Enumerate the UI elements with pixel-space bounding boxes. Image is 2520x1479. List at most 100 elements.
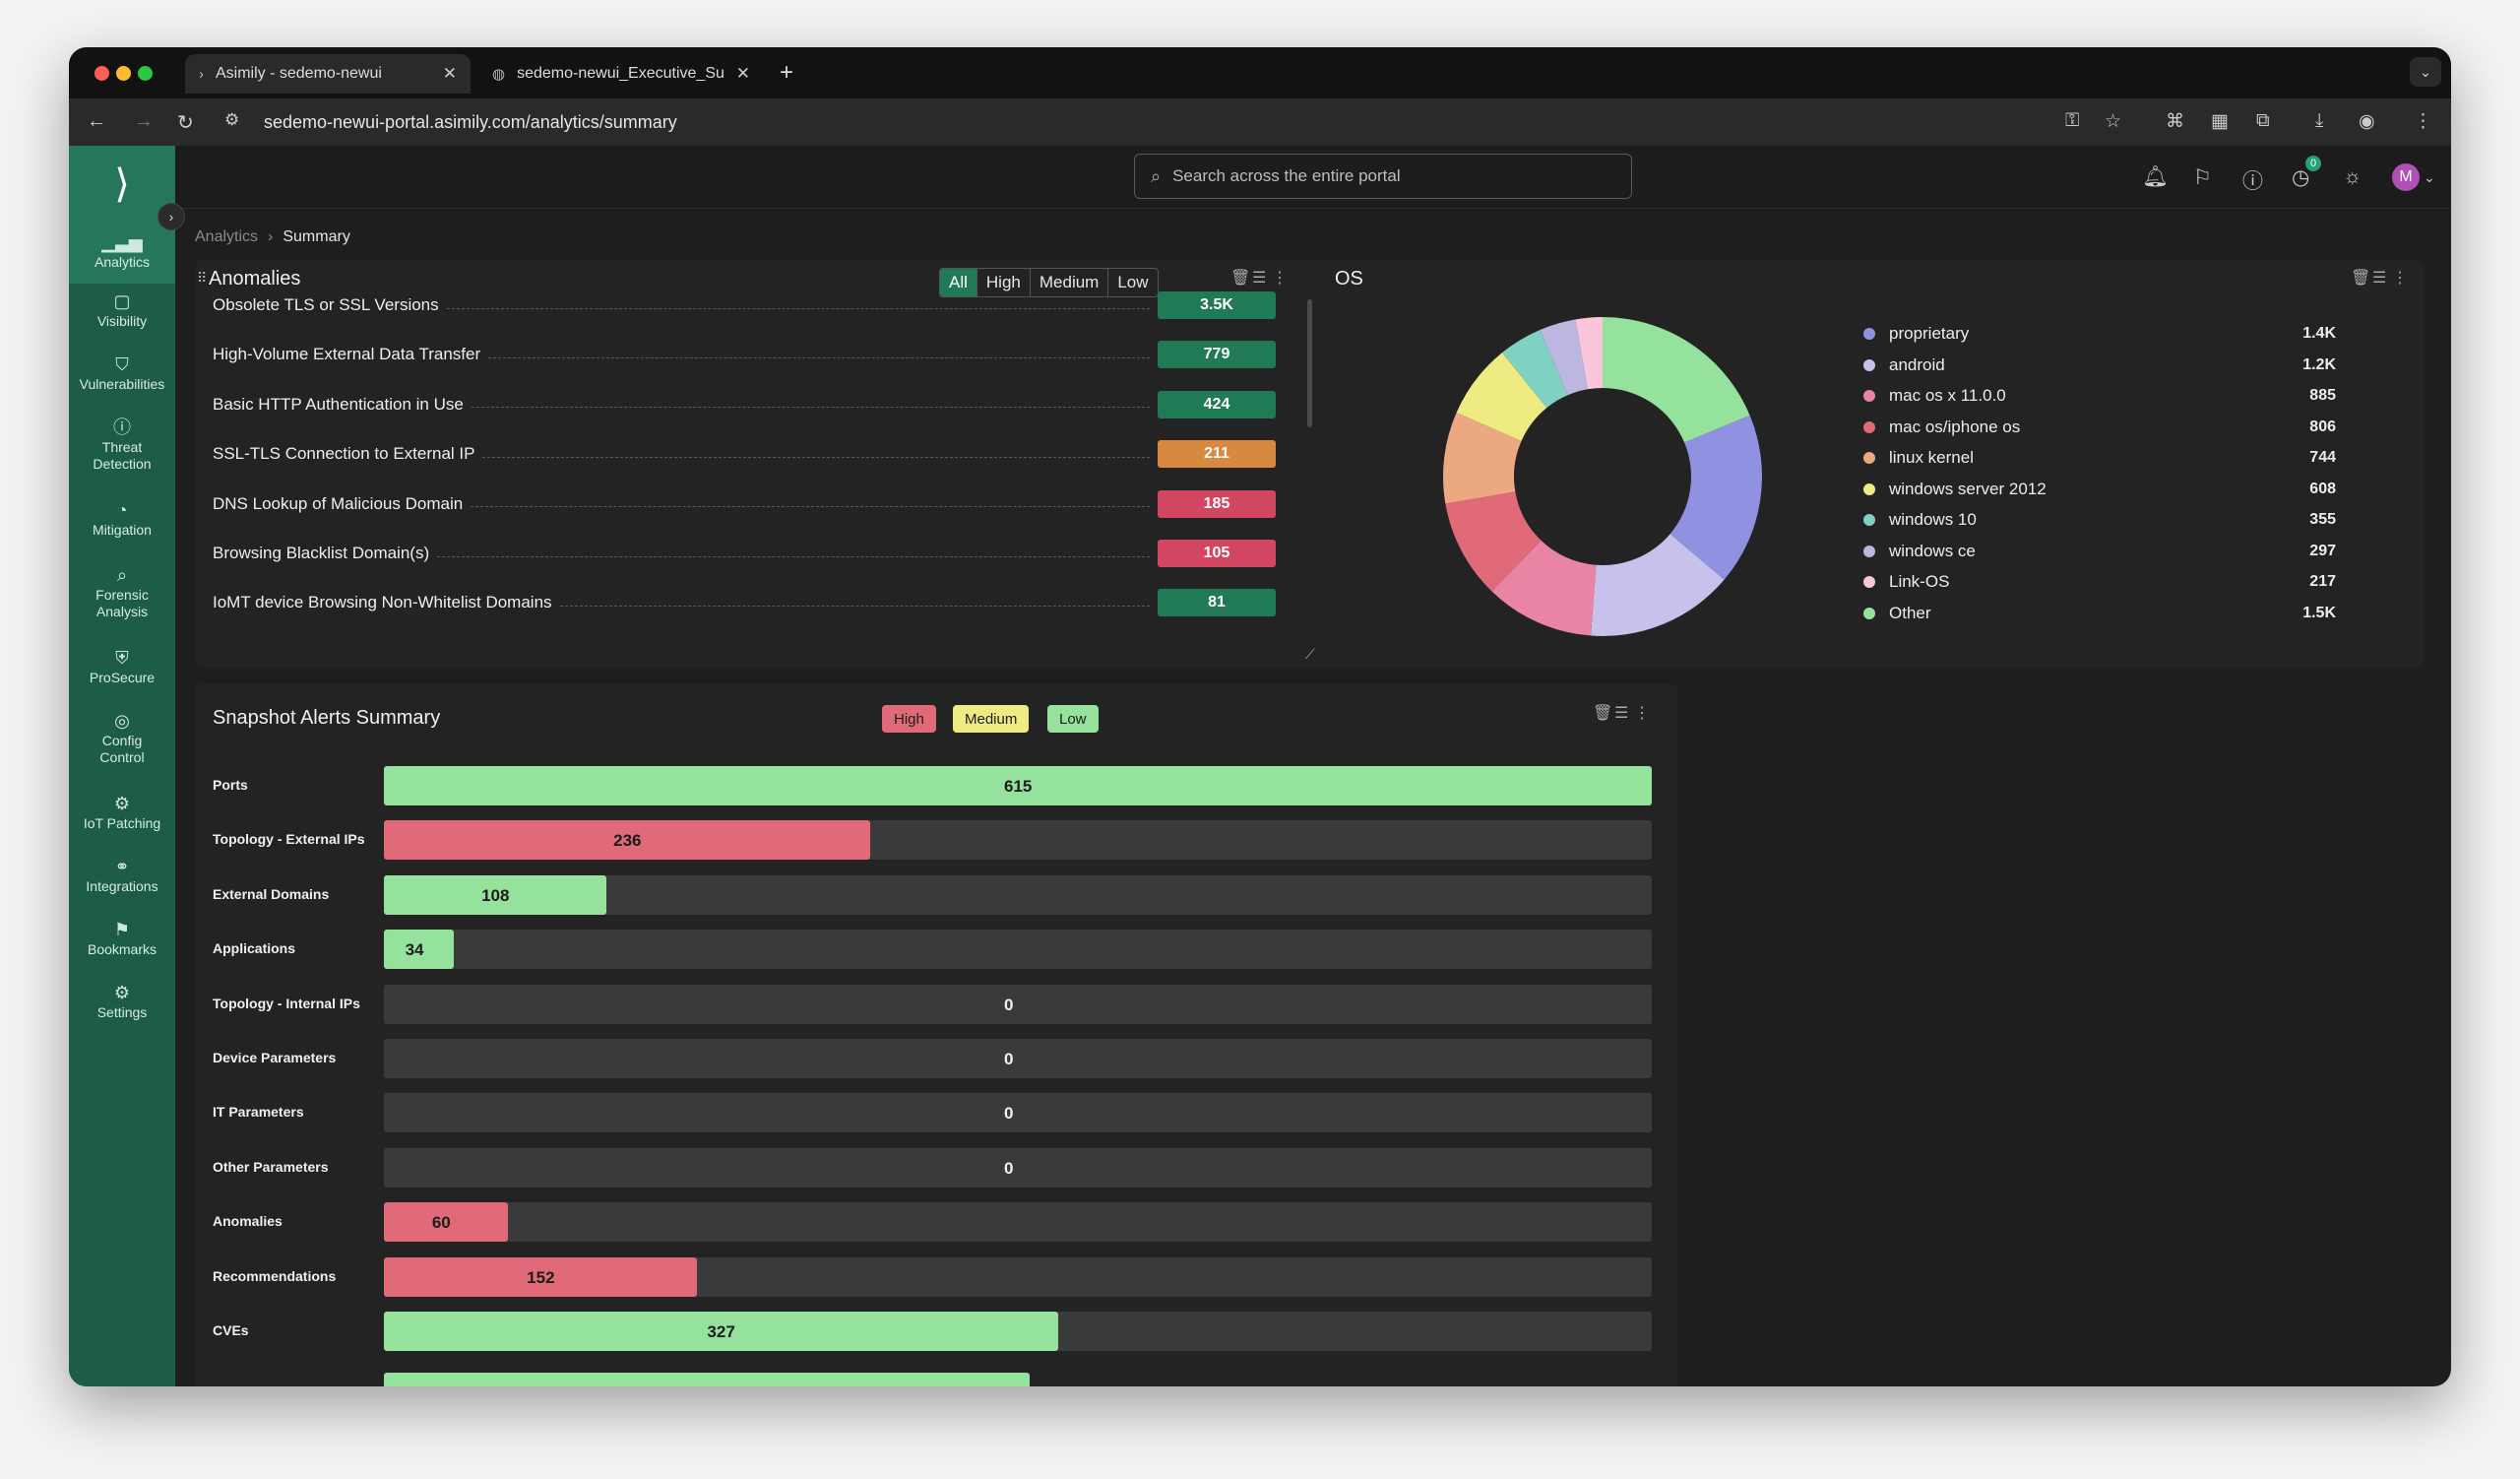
sidebar-item-integrations[interactable]: ⚭ Integrations (69, 858, 175, 895)
donut-slice-windows-10[interactable] (1501, 329, 1568, 409)
translate-icon[interactable]: ⌘ (2166, 111, 2184, 132)
puzzle-icon[interactable]: ⧉ (2256, 110, 2270, 131)
snapshot-row[interactable]: Other Parameters 0 (213, 1147, 1652, 1188)
snapshot-bar[interactable] (384, 874, 607, 915)
os-legend-item[interactable]: mac os x 11.0.0 885 (1863, 385, 2336, 407)
donut-slice-link-os[interactable] (1575, 317, 1603, 390)
snapshot-row[interactable]: Topology - External IPs 236 (213, 820, 1652, 861)
anomaly-count-badge[interactable]: 3.5K (1158, 291, 1276, 319)
close-window-button[interactable] (94, 66, 109, 81)
anomaly-count-badge[interactable]: 779 (1158, 341, 1276, 369)
donut-slice-other[interactable] (1603, 317, 1750, 443)
snapshot-bar[interactable] (384, 1256, 698, 1297)
snapshot-row[interactable]: IT Parameters 0 (213, 1093, 1652, 1133)
os-legend-item[interactable]: windows server 2012 608 (1863, 479, 2336, 500)
snapshot-bar[interactable] (384, 1312, 1058, 1351)
anomaly-row[interactable]: IoMT device Browsing Non-Whitelist Domai… (213, 587, 1276, 618)
snapshot-row[interactable]: Anomalies 60 (213, 1202, 1652, 1243)
legend-high[interactable]: High (882, 705, 936, 733)
os-legend-item[interactable]: Other 1.5K (1863, 603, 2336, 624)
sidebar-item-iot-patching[interactable]: ⚙ IoT Patching (69, 795, 175, 832)
sidebar-item-analytics[interactable]: ▁▃▅ Analytics (69, 223, 175, 284)
legend-low[interactable]: Low (1047, 705, 1099, 733)
close-tab-icon[interactable]: ✕ (442, 64, 457, 83)
snapshot-bar[interactable] (384, 820, 871, 861)
snapshot-bar[interactable] (384, 930, 455, 970)
avatar[interactable]: M (2392, 163, 2420, 191)
os-legend-item[interactable]: Link-OS 217 (1863, 571, 2336, 593)
os-legend-item[interactable]: windows 10 355 (1863, 509, 2336, 531)
donut-slice-android[interactable] (1591, 534, 1725, 636)
sidebar-item-config-control[interactable]: ◎ Config Control (69, 712, 175, 766)
browser-menu-icon[interactable]: ⋮ (2414, 111, 2432, 132)
tab-search-icon[interactable]: ⌄ (2410, 57, 2441, 87)
snapshot-bar[interactable] (384, 1093, 1652, 1133)
sidebar-item-prosecure[interactable]: ⛨ ProSecure (69, 649, 175, 686)
anomalies-scrollbar[interactable] (1307, 299, 1312, 427)
extension-icon[interactable]: ▦ (2211, 111, 2229, 132)
donut-slice-linux-kernel[interactable] (1443, 413, 1522, 504)
donut-slice-windows-ce[interactable] (1540, 319, 1588, 396)
filter-medium[interactable]: Medium (1029, 269, 1107, 296)
sidebar-item-bookmarks[interactable]: ⚑ Bookmarks (69, 921, 175, 958)
anomaly-row[interactable]: Obsolete TLS or SSL Versions 3.5K (213, 289, 1276, 321)
snapshot-row[interactable]: External Domains 108 (213, 874, 1652, 915)
sidebar-item-vulnerabilities[interactable]: ⛉ Vulnerabilities (69, 355, 175, 393)
anomaly-count-badge[interactable]: 211 (1158, 440, 1276, 469)
donut-slice-proprietary[interactable] (1670, 415, 1762, 580)
anomaly-row[interactable]: DNS Lookup of Malicious Domain 185 (213, 488, 1276, 520)
profile-icon[interactable]: ◉ (2359, 111, 2375, 132)
os-legend-item[interactable]: mac os/iphone os 806 (1863, 417, 2336, 438)
anomaly-row[interactable]: Basic HTTP Authentication in Use 424 (213, 389, 1276, 420)
os-legend-item[interactable]: linux kernel 744 (1863, 447, 2336, 469)
close-tab-icon[interactable]: ✕ (735, 64, 750, 83)
breadcrumb-analytics[interactable]: Analytics (195, 228, 259, 245)
info-icon[interactable]: ⓘ (2242, 170, 2263, 193)
trash-icon[interactable]: 🗑︎ (2351, 270, 2371, 287)
anomaly-row[interactable]: High-Volume External Data Transfer 779 (213, 339, 1276, 370)
snapshot-row[interactable]: CVEs 327 (213, 1312, 1652, 1351)
donut-slice-mac-os-iphone-os[interactable] (1445, 491, 1542, 592)
theme-toggle-icon[interactable]: ☼ (2343, 165, 2362, 188)
sidebar-item-threat-detection[interactable]: ⓘ Threat Detection (69, 418, 175, 473)
trash-icon[interactable]: 🗑︎ (1230, 270, 1251, 287)
os-legend-item[interactable]: proprietary 1.4K (1863, 323, 2336, 345)
donut-slice-mac-os-x-11-0-0[interactable] (1491, 540, 1597, 636)
back-icon[interactable]: ← (87, 110, 106, 132)
snapshot-row[interactable]: Ports 615 (213, 766, 1652, 805)
anomaly-row[interactable]: SSL-TLS Connection to External IP 211 (213, 438, 1276, 470)
expand-sidebar-icon[interactable]: › (158, 203, 185, 230)
filter-all[interactable]: All (940, 269, 976, 296)
sidebar-item-forensic-analysis[interactable]: ⌕ Forensic Analysis (69, 566, 175, 620)
chevron-down-icon[interactable]: ⌄ (2424, 169, 2435, 185)
os-donut-chart[interactable] (1435, 309, 1770, 644)
trash-icon[interactable]: 🗑︎ (1593, 705, 1613, 722)
bookmark-icon[interactable]: ⚐ (2193, 166, 2212, 189)
browser-tab-active[interactable]: › Asimily - sedemo-newui ✕ (185, 54, 471, 94)
new-tab-icon[interactable]: + (780, 59, 794, 86)
anomaly-count-badge[interactable]: 81 (1158, 589, 1276, 617)
anomaly-count-badge[interactable]: 105 (1158, 540, 1276, 567)
os-legend-item[interactable]: android 1.2K (1863, 354, 2336, 376)
snapshot-row[interactable]: Topology - Internal IPs 0 (213, 984, 1652, 1024)
legend-medium[interactable]: Medium (953, 705, 1030, 733)
resize-handle-icon[interactable]: ⟋ (1305, 646, 1315, 662)
minimize-window-button[interactable] (116, 66, 131, 81)
filter-icon[interactable]: ☰ (1252, 270, 1267, 287)
sidebar-item-visibility[interactable]: ▢ Visibility (69, 292, 175, 330)
browser-tab[interactable]: ◍ sedemo-newui_Executive_Su ✕ (478, 54, 764, 94)
filter-low[interactable]: Low (1107, 269, 1157, 296)
drag-handle-icon[interactable]: ⠿ (197, 270, 208, 286)
snapshot-row[interactable]: Device Parameters 0 (213, 1039, 1652, 1078)
filter-high[interactable]: High (976, 269, 1030, 296)
bookmark-star-icon[interactable]: ☆ (2105, 111, 2122, 132)
maximize-window-button[interactable] (138, 66, 153, 81)
search-input[interactable]: ⌕ Search across the entire portal (1134, 154, 1632, 199)
anomaly-count-badge[interactable]: 185 (1158, 489, 1276, 518)
os-legend-item[interactable]: windows ce 297 (1863, 541, 2336, 562)
anomaly-count-badge[interactable]: 424 (1158, 390, 1276, 418)
more-icon[interactable]: ⋮ (1272, 270, 1288, 287)
more-icon[interactable]: ⋮ (1634, 705, 1650, 722)
url-field[interactable]: sedemo-newui-portal.asimily.com/analytic… (264, 112, 677, 132)
snapshot-bar[interactable] (384, 984, 1652, 1024)
